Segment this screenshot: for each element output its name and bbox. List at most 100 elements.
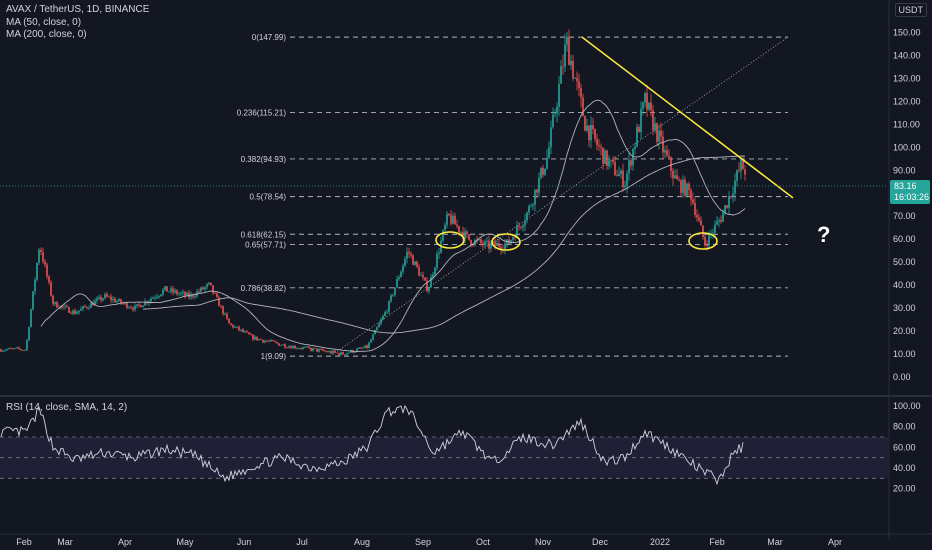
candle-body [716,221,718,225]
candle-body [76,312,78,315]
candle-body [152,297,154,299]
candle-body [454,215,456,225]
candle-body [570,60,572,66]
candle-body [292,345,294,349]
candle-body [190,294,192,298]
candle-body [392,294,394,296]
candle-body [42,252,44,262]
currency-selector[interactable]: USDT [894,3,927,17]
candle-body [638,126,640,133]
descending-trendline [581,36,794,199]
candle-body [316,348,318,352]
candle-body [130,307,132,309]
candle-body [402,265,404,272]
candle-body [48,276,50,283]
candle-body [568,36,570,66]
candle-body [86,306,88,308]
candle-body [154,297,156,299]
candle-body [38,249,40,263]
candle-body [700,220,702,226]
candle-body [116,301,118,303]
candle-body [330,351,332,354]
candle-body [728,196,730,208]
candle-body [22,350,24,351]
candle-body [566,36,568,45]
fib-level-label: 0.65(57.71) [245,240,286,249]
candle-body [156,296,158,298]
candle-body [208,282,210,285]
candle-body [730,196,732,197]
candle-body [720,220,722,222]
candle-body [266,340,268,342]
candle-body [608,160,610,167]
candle-body [166,286,168,292]
candle-body [520,226,522,228]
fib-level-label: 0.382(94.93) [241,155,287,164]
price-axis-tick: 20.00 [893,326,916,336]
candle-body [460,231,462,233]
candle-body [0,349,2,352]
last-price-value: 83.16 [894,181,917,191]
candle-body [486,240,488,242]
candle-body [416,261,418,267]
candle-body [160,294,162,296]
legend-symbol: AVAX / TetherUS, 1D, BINANCE [6,4,150,15]
candle-body [140,305,142,308]
candle-body [644,93,646,103]
candle-body [632,148,634,166]
candle-body [250,334,252,336]
candle-body [134,305,136,310]
price-axis-tick: 50.00 [893,257,916,267]
candle-body [626,173,628,186]
fib-level-label: 0.786(38.82) [241,284,287,293]
price-axis-tick: 100.00 [893,142,921,152]
candle-body [16,347,18,349]
candle-body [712,232,714,234]
candle-body [94,300,96,306]
candle-body [722,212,724,222]
candle-body [204,287,206,290]
candle-body [108,296,110,298]
candle-body [674,175,676,179]
candle-body [528,206,530,213]
price-axis-tick: 10.00 [893,349,916,359]
time-axis-tick: Jul [296,537,308,547]
candle-body [584,116,586,131]
candle-body [546,157,548,169]
candle-body [374,330,376,335]
candle-body [602,147,604,164]
time-axis-tick: Feb [709,537,725,547]
candle-body [708,233,710,246]
candle-body [548,147,550,158]
candle-body [8,347,10,350]
candle-body [322,349,324,351]
candle-body [718,220,720,222]
candle-body [10,347,12,349]
candle-body [484,241,486,246]
price-axis-tick: 30.00 [893,303,916,313]
candle-body [306,346,308,348]
candle-body [574,77,576,79]
candle-body [106,294,108,297]
candle-body [642,102,644,109]
candle-body [396,279,398,288]
legend-ma200: MA (200, close, 0) [6,29,87,40]
candle-body [88,307,90,309]
candle-body [426,280,428,292]
candle-body [424,277,426,281]
candle-body [540,167,542,178]
candle-body [282,344,284,346]
candle-body [18,347,20,350]
candle-body [72,310,74,314]
candle-body [378,323,380,328]
candle-body [588,125,590,141]
candle-body [692,199,694,203]
price-axis-tick: 110.00 [893,119,920,129]
candle-body [2,350,4,352]
candle-body [314,348,316,349]
candle-body [254,336,256,340]
candle-body [726,205,728,208]
candle-body [318,349,320,352]
price-axis-tick: 40.00 [893,280,916,290]
